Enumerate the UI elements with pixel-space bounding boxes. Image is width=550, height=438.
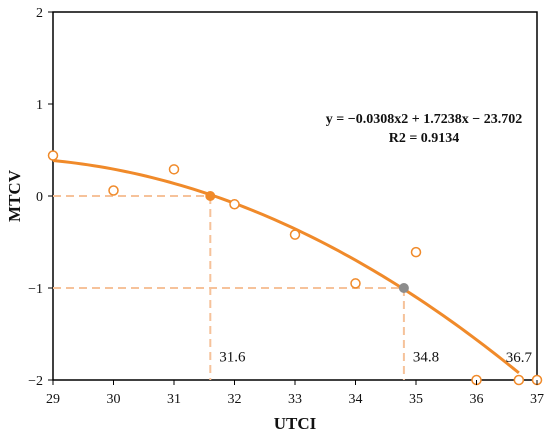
- data-point: [289, 229, 301, 240]
- fit-curve: [52, 159, 520, 375]
- x-tick-label: 35: [409, 392, 423, 407]
- y-tick-label: 0: [36, 190, 43, 205]
- x-tick-label: 36: [470, 392, 484, 407]
- y-tick-label: 2: [36, 6, 43, 21]
- y-axis-title: MTCV: [5, 169, 24, 222]
- x-tick-label: 30: [107, 392, 121, 407]
- highlight-point: [205, 191, 216, 201]
- x-axis-title: UTCI: [274, 414, 317, 433]
- fit-r2: R2 = 0.9134: [389, 131, 460, 146]
- x-tick-label: 31: [167, 392, 181, 407]
- x-tick-label: 34: [349, 392, 363, 407]
- data-point: [350, 278, 361, 289]
- y-tick-label: −1: [28, 282, 43, 297]
- x-tick-label: 32: [228, 392, 242, 407]
- guide-lines: [53, 195, 405, 380]
- y-tick-label: 1: [36, 98, 43, 113]
- data-point: [47, 150, 59, 161]
- data-points: [47, 150, 543, 386]
- fit-equation: y = −0.0308x2 + 1.7238x − 23.702: [326, 112, 522, 127]
- highlight-point: [398, 283, 409, 293]
- highlight-label: 31.6: [219, 350, 246, 366]
- highlight-label: 34.8: [413, 350, 439, 366]
- highlight-points: 31.6 34.8 36.7: [205, 191, 533, 366]
- data-point: [513, 374, 525, 386]
- x-tick-label: 33: [288, 392, 302, 407]
- x-tick-label: 29: [46, 392, 60, 407]
- data-point: [410, 246, 422, 258]
- data-point: [108, 185, 119, 196]
- data-point: [168, 164, 180, 175]
- x-tick-label: 37: [530, 392, 544, 407]
- data-point: [229, 199, 240, 210]
- highlight-label: 36.7: [506, 350, 533, 366]
- y-axis-ticks: 2 1 0 −1 −2: [28, 6, 53, 389]
- x-axis-ticks: 29 30 31 32 33 34 35 36 37: [46, 380, 544, 407]
- fit-curve-group: [52, 159, 520, 375]
- y-tick-label: −2: [28, 374, 43, 389]
